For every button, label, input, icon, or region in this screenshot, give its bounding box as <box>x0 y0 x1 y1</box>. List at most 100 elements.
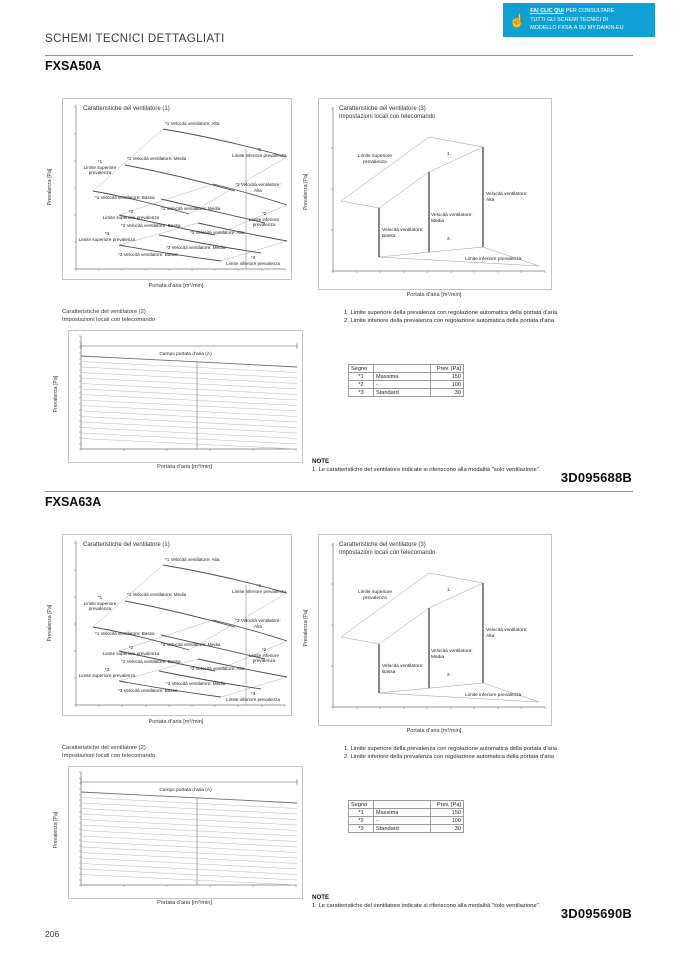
hand-click-icon: ☝ <box>509 12 526 28</box>
curve-label-v3-bassa: *3 Velocità ventilatore: Bassa <box>118 252 178 257</box>
curve-label-v2-media: *2 Velocità ventilatore: Media <box>161 206 221 211</box>
speed-bassa-label: Velocità ventilatore: Bassa <box>382 228 424 240</box>
limit-inf-2-label: *2 Limite inferiore prevalenza <box>248 211 280 228</box>
fan-chart-2-svg <box>79 335 298 451</box>
airflow-range-annotation: Campo portata d'aria (A) <box>69 778 302 796</box>
table-row: *3 Standard 30 <box>348 388 464 397</box>
cell-sign: *3 <box>348 824 374 833</box>
limit-sup-3-label: *3 Limite superiore prevalenza <box>78 231 136 242</box>
cell-sign: *1 <box>348 372 374 381</box>
marker-1: 1. <box>447 152 452 157</box>
curve-label-v1-alta: *1 Velocità ventilatore: Alta <box>165 557 220 562</box>
limit-sup-2-label: *2 Limite superiore prevalenza <box>102 645 160 656</box>
curve-label-v3-alta: *3 Velocità ventilatore: Alta <box>190 230 245 235</box>
curve-label-v2-bassa: *2 Velocità ventilatore: Bassa <box>121 659 181 664</box>
curve-label-v2-media: *2 Velocità ventilatore: Media <box>161 642 221 647</box>
chart3-ylabel: Prevalenza [Pa] <box>303 609 309 647</box>
cell-sign: *1 <box>348 808 374 817</box>
col-name <box>373 364 431 373</box>
chart3-title: Caratteristiche del ventilatore (3) Impos… <box>339 542 436 557</box>
chart2-ylabel: Prevalenza [Pa] <box>53 811 59 849</box>
chart3-xlabel: Portata d'aria [m³/min] <box>406 728 462 734</box>
curve-label-v2-alta: *2 Velocità ventilatore: Alta <box>235 182 281 193</box>
chart1-xlabel: Portata d'aria [m³/min] <box>148 719 204 725</box>
cell-name: - <box>373 380 431 389</box>
limit-inf-3-label: *3 Limite inferiore prevalenza <box>226 691 280 702</box>
chart1-ylabel: Prevalenza [Pa] <box>47 604 53 642</box>
auto-note-2: 2. Limite inferiore della prevalenza con… <box>344 754 554 761</box>
chart3-title: Caratteristiche del ventilatore (3) Impos… <box>339 106 436 121</box>
note-text: 1. Le caratteristiche del ventilatore in… <box>312 903 541 909</box>
marker-2: 2. <box>447 673 452 678</box>
curve-label-v3-media: *3 Velocità ventilatore: Media <box>166 681 226 686</box>
page-number: 206 <box>45 929 60 939</box>
chart1-xlabel: Portata d'aria [m³/min] <box>148 283 204 289</box>
cell-prev: 30 <box>430 824 464 833</box>
table-header-row: Segno Prev. [Pa] <box>348 364 464 373</box>
limit-sup-1-label: *1 Limite superiore prevalenza <box>83 595 117 612</box>
banner-cta[interactable]: FAI CLIC QUI <box>530 7 564 14</box>
curve-label-v1-media: *1 Velocità ventilatore: Media <box>127 156 187 161</box>
table-row: *3 Standard 30 <box>348 824 464 833</box>
limit-sup-label: Limite superiore prevalenza <box>357 154 393 165</box>
limit-inf-1-label: *1 Limite inferiore prevalenza <box>232 583 286 594</box>
banner-line3: MODELLO FXSA-A SU MY.DAIKIN.EU <box>530 25 624 32</box>
chart1-ylabel: Prevalenza [Pa] <box>47 168 53 206</box>
auto-regulation-notes: 1. Limite superiore della prevalenza con… <box>344 745 557 762</box>
cell-name: - <box>373 816 431 825</box>
cell-sign: *2 <box>348 380 374 389</box>
limit-inf-2-label: *2 Limite inferiore prevalenza <box>248 647 280 664</box>
speed-bassa-label: Velocità ventilatore: Bassa <box>382 664 424 676</box>
drawing-code: 3D095688B <box>560 470 632 485</box>
fan-chart-2-svg <box>79 771 298 887</box>
click-here-banner[interactable]: ☝ FAI CLIC QUI PER CONSULTARE TUTTI GLI S… <box>503 3 655 37</box>
cell-name: Standard <box>373 388 431 397</box>
speed-media-label: Velocità ventilatore: Media <box>431 649 473 661</box>
curve-label-v1-media: *1 Velocità ventilatore: Media <box>127 592 187 597</box>
fan-chart-3-svg <box>331 543 546 709</box>
cell-sign: *2 <box>348 816 374 825</box>
table-row: *1 Massima 150 <box>348 372 464 381</box>
col-name <box>373 800 431 809</box>
fan-chart-3-svg <box>331 107 546 273</box>
banner-text: FAI CLIC QUI PER CONSULTARE TUTTI GLI SCH… <box>530 7 623 34</box>
limit-sup-1-label: *1 Limite superiore prevalenza <box>83 159 117 176</box>
table-header-row: Segno Prev. [Pa] <box>348 800 464 809</box>
airflow-range-annotation: Campo portata d'aria (A) <box>69 342 302 360</box>
curve-label-v1-bassa: *1 Velocità ventilatore: Bassa <box>95 195 155 200</box>
chart2-xlabel: Portata d'aria [m³/min] <box>157 900 212 906</box>
speed-media-label: Velocità ventilatore: Media <box>431 213 473 225</box>
table-row: *1 Massima 150 <box>348 808 464 817</box>
table-row: *2 - 100 <box>348 380 464 389</box>
cell-sign: *3 <box>348 388 374 397</box>
limit-sup-2-label: *2 Limite superiore prevalenza <box>102 209 160 220</box>
col-segno: Segno <box>348 800 374 809</box>
auto-note-1: 1. Limite superiore della prevalenza con… <box>344 310 558 316</box>
drawing-code: 3D095690B <box>560 906 632 921</box>
limit-inf-3-label: *3 Limite inferiore prevalenza <box>226 255 280 266</box>
section-divider <box>45 491 633 492</box>
cell-prev: 30 <box>430 388 464 397</box>
cell-prev: 150 <box>430 808 464 817</box>
chart1-title: Caratteristiche del ventilatore (1) <box>83 106 170 112</box>
fan-chart-2: Campo portata d'aria (A) <box>68 766 303 899</box>
fan-chart-1-svg <box>74 105 288 271</box>
chart1-title: Caratteristiche del ventilatore (1) <box>83 542 170 548</box>
chart2-title: Caratteristiche del ventilatore (2) Impos… <box>62 745 156 760</box>
curve-label-v2-bassa: *2 Velocità ventilatore: Bassa <box>121 223 181 228</box>
auto-regulation-notes: 1. Limite superiore della prevalenza con… <box>344 309 557 326</box>
limit-sup-3-label: *3 Limite superiore prevalenza <box>78 667 136 678</box>
speed-alta-label: Velocità ventilatore: Alta <box>486 192 528 204</box>
marker-2: 2. <box>447 237 452 242</box>
prevalence-table: Segno Prev. [Pa] *1 Massima 150 *2 - 100… <box>348 800 464 833</box>
col-prev: Prev. [Pa] <box>430 800 464 809</box>
col-prev: Prev. [Pa] <box>430 364 464 373</box>
note-heading: NOTE <box>312 458 330 465</box>
cell-prev: 100 <box>430 816 464 825</box>
cell-prev: 150 <box>430 372 464 381</box>
curve-label-v2-alta: *2 Velocità ventilatore: Alta <box>235 618 281 629</box>
chart3-xlabel: Portata d'aria [m³/min] <box>406 292 462 298</box>
prevalence-table: Segno Prev. [Pa] *1 Massima 150 *2 - 100… <box>348 364 464 397</box>
page-title: SCHEMI TECNICI DETTAGLIATI <box>45 33 225 45</box>
